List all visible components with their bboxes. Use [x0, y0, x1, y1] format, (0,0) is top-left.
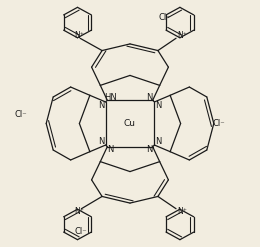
Text: N: N: [155, 101, 162, 110]
Text: N⁺: N⁺: [75, 207, 84, 216]
Text: N: N: [108, 145, 114, 154]
Text: N⁺: N⁺: [177, 207, 187, 216]
Text: Cl⁻: Cl⁻: [15, 110, 28, 119]
Text: Cl⁻: Cl⁻: [158, 13, 171, 22]
Text: N: N: [155, 137, 162, 146]
Text: N: N: [146, 145, 152, 154]
Text: N: N: [98, 101, 105, 110]
Text: HN: HN: [105, 93, 117, 102]
Text: N⁺: N⁺: [177, 31, 187, 40]
Text: Cl⁻: Cl⁻: [213, 119, 225, 128]
Text: N: N: [98, 137, 105, 146]
Text: Cu: Cu: [124, 119, 136, 128]
Text: N⁺: N⁺: [75, 31, 84, 40]
Text: Cl⁻: Cl⁻: [75, 227, 87, 236]
Text: N: N: [146, 93, 152, 102]
